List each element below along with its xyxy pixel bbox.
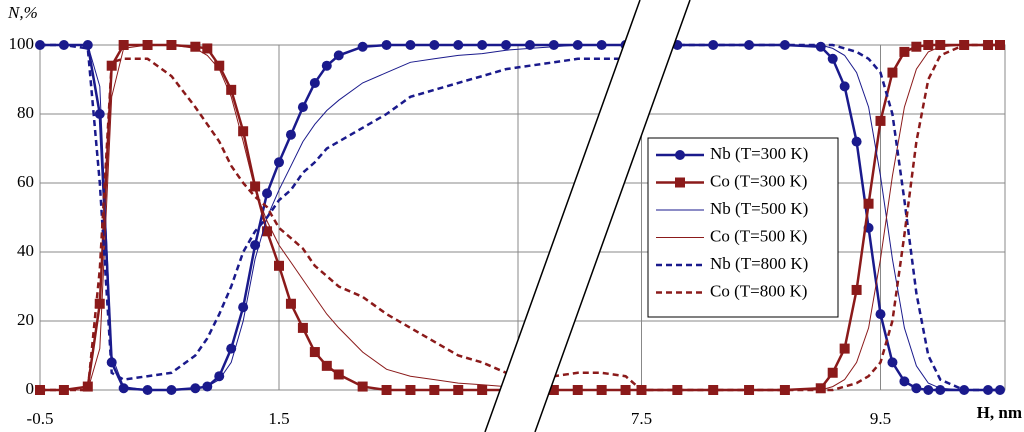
marker [405,40,416,50]
marker [429,385,440,395]
marker [297,102,308,113]
marker [839,343,850,354]
marker [851,284,862,295]
legend-label: Nb (T=300 K) [710,144,808,163]
y-tick-label: 0 [26,379,35,398]
marker [190,41,201,52]
marker [94,298,105,309]
marker [118,40,129,50]
marker [429,40,440,50]
marker [250,240,261,251]
legend-label: Nb (T=500 K) [710,199,808,218]
marker [923,385,934,395]
marker [875,309,886,320]
marker [285,298,296,309]
axis-break-line [534,0,691,432]
marker [262,226,273,237]
marker [357,381,368,392]
marker [94,109,105,119]
legend-label: Co (T=300 K) [710,171,807,190]
marker [262,188,273,199]
y-tick-label: 40 [17,241,34,260]
y-tick-label: 80 [17,103,34,122]
marker [935,40,946,50]
x-tick-label: 7.5 [631,409,652,428]
marker [226,343,237,354]
marker [477,385,488,395]
x-tick-label: -0.5 [27,409,54,428]
marker [333,369,344,380]
marker [911,383,922,394]
marker [274,157,284,168]
marker [899,46,910,57]
axis-break [485,0,690,432]
y-tick-label: 60 [17,172,34,191]
marker [321,360,332,371]
marker [839,81,850,92]
marker [453,385,464,395]
y-tick-label: 20 [17,310,34,329]
marker [309,347,320,358]
marker [202,43,213,54]
marker [453,40,464,50]
marker [309,77,320,88]
marker [214,371,225,382]
marker [815,383,826,394]
series-line [40,43,1000,392]
marker [887,67,898,78]
marker [887,357,898,368]
marker [923,40,934,50]
series-line [40,44,1000,391]
x-tick-label: 9.5 [870,409,891,428]
y-tick-label: 100 [9,34,35,53]
marker [911,41,922,52]
marker [827,367,838,378]
marker [405,385,416,395]
marker [524,40,535,50]
legend-box [647,137,839,318]
marker [238,126,249,137]
marker [118,383,129,394]
marker [863,198,874,209]
marker [381,385,392,395]
marker [827,53,838,64]
marker [477,40,488,50]
legend-label: Co (T=800 K) [710,281,807,300]
series-line [40,44,1000,391]
marker [250,181,261,192]
axis-break-line [484,0,641,432]
marker [226,84,237,95]
marker [297,322,308,333]
marker [274,260,284,271]
marker [333,50,344,61]
series-line [40,43,1000,392]
plot-lines [35,40,1005,395]
marker [357,41,368,52]
series-line [40,43,1000,392]
x-tick-label: 1.5 [268,409,289,428]
legend: Nb (T=300 K) Co (T=300 K) Nb (T=500 K) Co (… [647,137,839,318]
marker [899,376,910,387]
y-axis-label: N,% [7,3,38,22]
legend-label: Nb (T=800 K) [710,254,808,273]
marker [214,60,225,71]
legend-label: Co (T=500 K) [710,226,807,245]
legend-marker [675,150,685,160]
marker [875,115,886,126]
marker [285,129,296,140]
marker [851,136,862,147]
marker [321,60,332,71]
marker [381,40,392,50]
marker [548,40,559,50]
legend-marker [675,177,685,188]
marker [501,40,512,50]
x-axis-label: H, nm [977,403,1022,422]
marker [815,41,826,52]
